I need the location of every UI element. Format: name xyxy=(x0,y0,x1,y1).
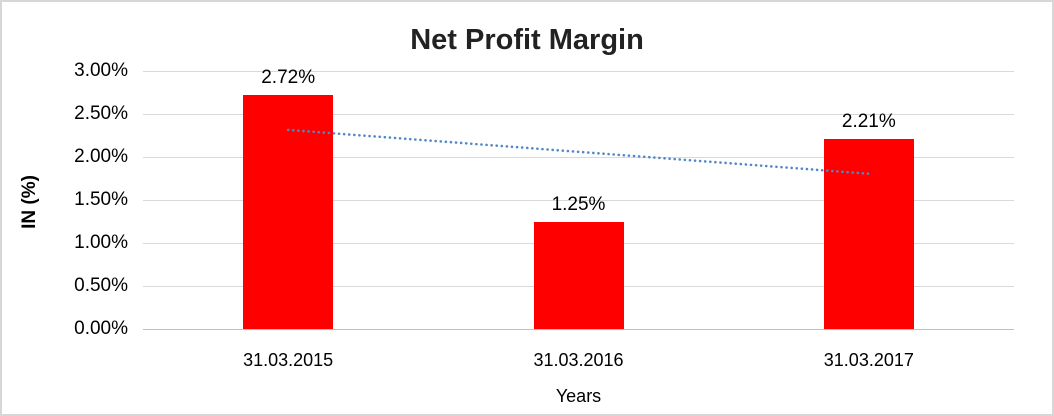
bar xyxy=(823,138,914,329)
y-tick-label: 1.50% xyxy=(74,189,128,210)
y-tick-label: 2.00% xyxy=(74,146,128,167)
y-tick-label: 0.00% xyxy=(74,318,128,339)
x-category-label: 31.03.2016 xyxy=(533,350,624,370)
bar-data-label: 2.72% xyxy=(261,67,316,89)
y-tick-label: 0.50% xyxy=(74,275,128,296)
bar xyxy=(533,221,624,329)
bar-data-label: 2.21% xyxy=(841,110,896,132)
y-tick-label: 1.00% xyxy=(74,232,128,253)
x-axis-line xyxy=(143,329,1014,330)
bar xyxy=(243,95,334,329)
y-tick-label: 3.00% xyxy=(74,60,128,81)
gridline xyxy=(143,200,1014,201)
gridline xyxy=(143,114,1014,115)
bar-data-label: 1.25% xyxy=(551,193,606,215)
y-tick-label: 2.50% xyxy=(74,103,128,124)
x-axis-label: Years xyxy=(555,386,602,406)
gridline xyxy=(143,71,1014,72)
x-category-label: 31.03.2015 xyxy=(243,350,334,370)
chart-title: Net Profit Margin xyxy=(410,24,644,56)
x-category-label: 31.03.2017 xyxy=(823,350,914,370)
